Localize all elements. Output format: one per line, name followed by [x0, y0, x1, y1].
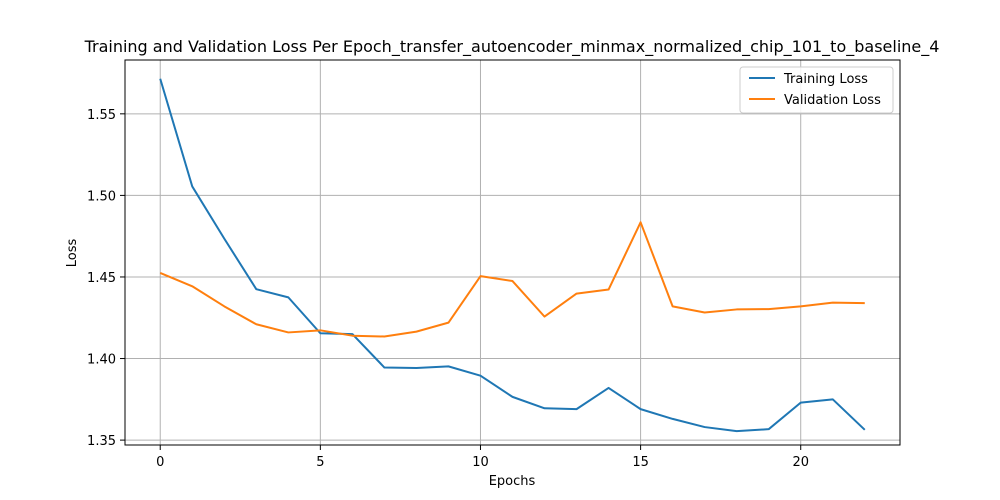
- grid-lines: [125, 60, 900, 445]
- plot-frame: [124, 59, 901, 446]
- y-tick-label: 1.55: [87, 108, 116, 123]
- x-axis-label: Epochs: [489, 474, 536, 489]
- y-tick-label: 1.40: [87, 353, 116, 368]
- x-tick-label: 20: [792, 455, 809, 470]
- series-line-training-loss: [159, 78, 866, 433]
- x-tick-label: 0: [156, 455, 164, 470]
- x-tick-label: 15: [632, 455, 649, 470]
- chart-title: Training and Validation Loss Per Epoch_t…: [84, 37, 940, 57]
- x-tick-label: 5: [316, 455, 324, 470]
- series-line-validation-loss: [159, 221, 865, 338]
- series-lines: [159, 78, 866, 433]
- y-tick-label: 1.45: [87, 271, 116, 286]
- legend-box: [739, 66, 894, 114]
- x-tick-label: 10: [472, 455, 489, 470]
- y-tick-label: 1.35: [87, 434, 116, 449]
- y-axis-ticks: 1.35 1.40 1.45 1.50 1.55: [87, 108, 125, 449]
- legend-label-validation-loss: Validation Loss: [784, 93, 881, 108]
- y-axis-label: Loss: [65, 239, 80, 268]
- x-axis-ticks: 0 5 10 15 20: [156, 445, 809, 470]
- legend-label-training-loss: Training Loss: [783, 72, 868, 87]
- legend: Training Loss Validation Loss: [739, 66, 894, 114]
- y-tick-label: 1.50: [87, 189, 116, 204]
